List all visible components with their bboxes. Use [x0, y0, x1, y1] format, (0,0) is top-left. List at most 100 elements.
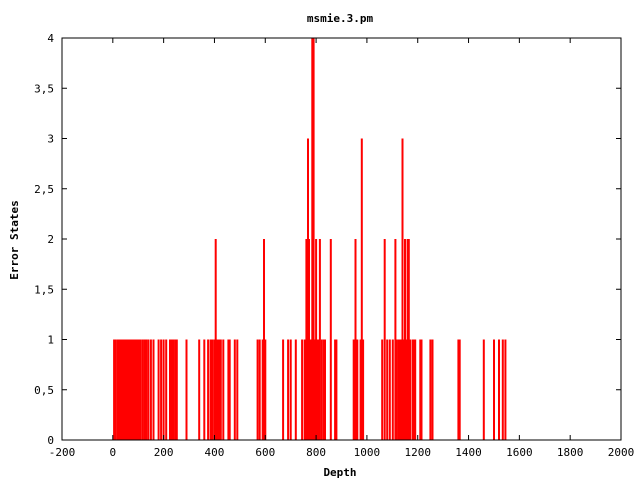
bar-89 [386, 339, 389, 440]
x-tick-label: 1800 [557, 446, 584, 459]
bar-114 [493, 339, 495, 440]
bar-5 [120, 339, 123, 440]
bar-22 [143, 339, 146, 440]
bar-27 [157, 339, 160, 440]
bar-26 [152, 339, 155, 440]
bar-111 [457, 339, 460, 440]
bar-16 [134, 339, 137, 440]
bar-105 [412, 339, 415, 440]
bar-102 [407, 239, 410, 440]
bar-84 [359, 339, 362, 440]
bar-93 [395, 339, 398, 440]
x-tick-label: 200 [154, 446, 174, 459]
y-tick-label: 0,5 [34, 384, 54, 397]
bar-59 [289, 339, 292, 440]
x-tick-label: 1200 [404, 446, 431, 459]
bar-6 [122, 339, 124, 440]
bar-101 [406, 239, 409, 440]
bar-117 [504, 339, 507, 440]
bar-39 [207, 339, 210, 440]
bar-52 [256, 339, 259, 440]
bar-43 [214, 239, 217, 440]
y-tick-label: 3,5 [34, 82, 54, 95]
bar-18 [137, 339, 140, 440]
bar-100 [405, 339, 408, 440]
bar-107 [419, 339, 422, 440]
bar-47 [222, 339, 225, 440]
bar-91 [391, 339, 394, 440]
bar-113 [482, 339, 485, 440]
bar-77 [324, 339, 326, 440]
x-axis-label: Depth [323, 466, 356, 479]
bar-1 [114, 339, 117, 440]
bar-78 [329, 239, 332, 440]
chart-title: msmie.3.pm [307, 12, 374, 25]
bar-11 [128, 339, 131, 440]
bar-50 [233, 339, 236, 440]
bar-74 [318, 239, 321, 440]
bar-108 [420, 339, 423, 440]
bar-106 [414, 339, 417, 440]
x-tick-label: 1600 [506, 446, 533, 459]
x-tick-label: 1400 [455, 446, 482, 459]
y-tick-label: 4 [47, 32, 54, 45]
bar-55 [263, 239, 265, 440]
bar-95 [398, 339, 401, 440]
x-tick-label: 2000 [608, 446, 635, 459]
bar-49 [228, 339, 231, 440]
bar-58 [287, 339, 290, 440]
bar-14 [132, 339, 135, 440]
bar-29 [162, 339, 165, 440]
bar-75 [320, 339, 323, 440]
bar-9 [125, 339, 128, 440]
bar-110 [431, 339, 434, 440]
bar-54 [261, 339, 264, 440]
bar-81 [352, 339, 355, 440]
bar-10 [127, 339, 130, 440]
bar-13 [130, 339, 133, 440]
bar-57 [282, 339, 285, 440]
y-tick-label: 1,5 [34, 283, 54, 296]
bar-41 [211, 339, 214, 440]
bar-83 [356, 339, 359, 440]
bar-87 [381, 339, 384, 440]
bar-94 [397, 339, 400, 440]
bar-61 [301, 339, 304, 440]
bar-23 [145, 339, 148, 440]
bar-46 [219, 339, 222, 440]
bar-116 [501, 339, 504, 440]
bar-44 [216, 339, 218, 440]
bar-109 [429, 339, 432, 440]
y-tick-label: 2,5 [34, 183, 54, 196]
x-tick-label: 800 [306, 446, 326, 459]
bar-76 [322, 339, 325, 440]
bar-82 [354, 239, 357, 440]
y-axis-label: Error States [8, 200, 21, 279]
bar-24 [147, 339, 150, 440]
bar-112 [458, 339, 461, 440]
bar-80 [335, 339, 338, 440]
bar-63 [305, 239, 308, 440]
axes-group: -200 0 200 400 600 800 1000 1200 1400 1600 1800 200… [34, 32, 634, 459]
bar-92 [394, 239, 397, 440]
bar-97 [401, 138, 404, 440]
x-tick-label: 1000 [354, 446, 381, 459]
bar-98 [402, 339, 405, 440]
bar-115 [498, 339, 500, 440]
bar-51 [236, 339, 239, 440]
bar-79 [334, 339, 337, 440]
y-tick-label: 2 [47, 233, 54, 246]
bar-2 [116, 339, 119, 440]
bar-65 [308, 239, 310, 440]
bar-15 [133, 339, 136, 440]
bar-36 [185, 339, 188, 440]
x-tick-label: 600 [255, 446, 275, 459]
bar-104 [411, 339, 414, 440]
bar-45 [218, 339, 220, 440]
bar-37 [198, 339, 201, 440]
bar-35 [175, 339, 178, 440]
x-tick-label: 0 [110, 446, 117, 459]
bar-56 [264, 339, 267, 440]
bar-3 [118, 339, 121, 440]
bar-99 [404, 239, 406, 440]
